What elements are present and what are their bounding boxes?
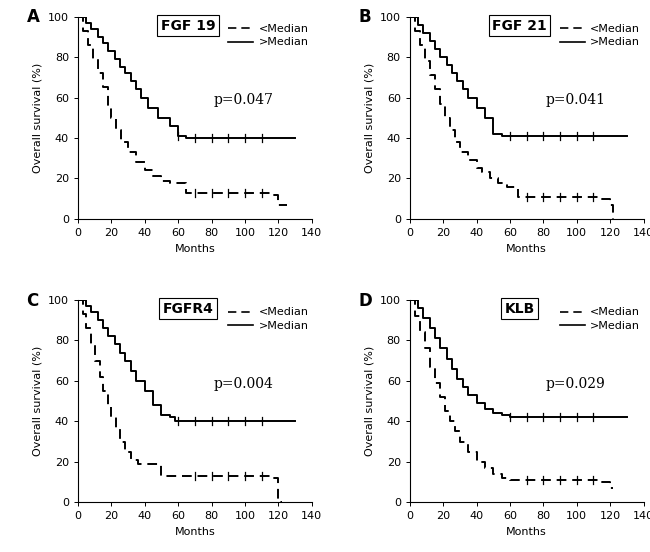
Legend: <Median, >Median: <Median, >Median xyxy=(228,24,309,47)
Text: p=0.047: p=0.047 xyxy=(214,93,274,108)
Legend: <Median, >Median: <Median, >Median xyxy=(560,24,640,47)
Legend: <Median, >Median: <Median, >Median xyxy=(560,307,640,331)
Legend: <Median, >Median: <Median, >Median xyxy=(228,307,309,331)
Y-axis label: Overall survival (%): Overall survival (%) xyxy=(32,62,42,173)
Text: B: B xyxy=(358,8,371,26)
X-axis label: Months: Months xyxy=(174,243,215,253)
Y-axis label: Overall survival (%): Overall survival (%) xyxy=(364,62,374,173)
Text: p=0.004: p=0.004 xyxy=(214,377,274,391)
Text: FGF 21: FGF 21 xyxy=(492,19,547,33)
Text: p=0.041: p=0.041 xyxy=(545,93,605,108)
X-axis label: Months: Months xyxy=(506,243,547,253)
Text: FGF 19: FGF 19 xyxy=(161,19,215,33)
Y-axis label: Overall survival (%): Overall survival (%) xyxy=(32,346,42,457)
Y-axis label: Overall survival (%): Overall survival (%) xyxy=(364,346,374,457)
Text: A: A xyxy=(27,8,40,26)
Text: KLB: KLB xyxy=(504,302,535,316)
X-axis label: Months: Months xyxy=(506,527,547,537)
Text: C: C xyxy=(27,292,39,310)
Text: FGFR4: FGFR4 xyxy=(162,302,213,316)
X-axis label: Months: Months xyxy=(174,527,215,537)
Text: p=0.029: p=0.029 xyxy=(545,377,605,391)
Text: D: D xyxy=(358,292,372,310)
